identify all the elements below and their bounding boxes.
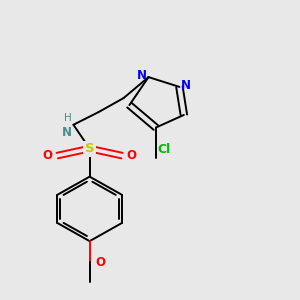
Text: Cl: Cl bbox=[158, 142, 171, 156]
Text: O: O bbox=[95, 256, 106, 269]
Text: N: N bbox=[181, 79, 191, 92]
Text: O: O bbox=[43, 149, 53, 162]
Text: S: S bbox=[85, 142, 94, 155]
Text: O: O bbox=[126, 149, 136, 162]
Text: N: N bbox=[137, 69, 147, 82]
Text: H: H bbox=[64, 112, 72, 122]
Text: N: N bbox=[62, 126, 72, 139]
